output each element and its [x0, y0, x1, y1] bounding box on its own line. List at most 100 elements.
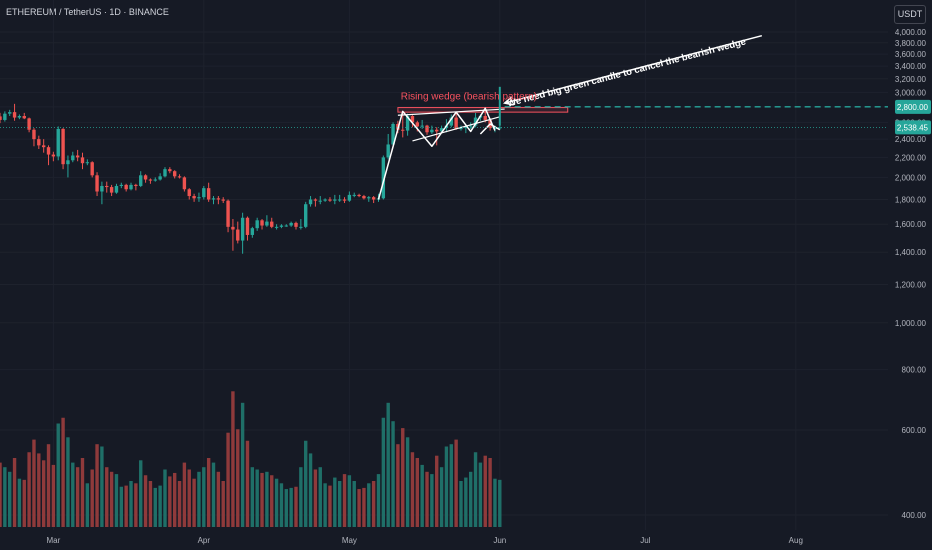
volume-bar [95, 444, 99, 527]
volume-bar [337, 481, 342, 527]
grid [0, 0, 888, 530]
volume-bar [333, 477, 337, 527]
price-label-text: 2,538.45 [897, 123, 929, 132]
candle-body [270, 221, 274, 227]
volume-bar [134, 483, 138, 527]
candle-body [56, 128, 60, 157]
wedge-annotation: Rising wedge (bearish pattern) [401, 92, 537, 103]
candle-body [202, 188, 206, 198]
candle-body [148, 179, 153, 181]
candle-body [153, 179, 157, 181]
volume-bar [80, 458, 85, 527]
candle-body [177, 176, 182, 178]
volume-bar [265, 471, 269, 527]
price-tick-label: 2,200.00 [895, 153, 927, 162]
candle-body [51, 154, 56, 157]
wedge-upper-line [397, 108, 505, 116]
candle-body [100, 185, 104, 192]
candle-body [46, 147, 51, 155]
volume-bar [347, 475, 352, 527]
candle-body [158, 176, 162, 180]
volume-bar [328, 485, 332, 527]
volume-bar [362, 487, 366, 527]
candle-body [328, 199, 332, 201]
candle-body [493, 128, 497, 130]
volume-bar [226, 432, 230, 527]
wedge-zigzag [377, 107, 496, 200]
volume-bar [488, 458, 492, 527]
price-tick-label: 400.00 [902, 511, 927, 520]
volume-bar [27, 452, 31, 527]
volume-bar [90, 469, 94, 527]
price-tick-label: 2,400.00 [895, 135, 927, 144]
volume-bar [216, 471, 221, 527]
volume-bar [444, 446, 449, 527]
volume-bar [323, 483, 327, 527]
volume-bar [342, 474, 347, 527]
volume-bar [299, 467, 303, 527]
volume-bar [17, 478, 22, 527]
candle-body [454, 117, 458, 129]
candle-body [216, 198, 221, 200]
candle-body [435, 129, 439, 132]
candle-body [318, 200, 322, 202]
candle-body [41, 145, 46, 148]
candle-body [231, 226, 235, 230]
candle-body [425, 125, 429, 133]
volume-bar [435, 455, 439, 527]
volume-bar [182, 462, 187, 527]
candle-body [439, 128, 444, 132]
volume-bar [129, 481, 133, 527]
volume-bar [163, 469, 167, 527]
volume-bar [255, 469, 259, 527]
volume-bar [376, 474, 381, 527]
candle-body [430, 129, 434, 133]
candle-body [109, 187, 114, 193]
candle-body [483, 116, 487, 120]
candle-body [352, 194, 356, 196]
candle-body [415, 122, 420, 127]
candle-body [333, 199, 337, 201]
candle-body [371, 197, 376, 200]
volume-bar [0, 462, 2, 527]
price-tick-label: 3,000.00 [895, 88, 927, 97]
volume-bar [289, 487, 293, 527]
drawings: We need big green candle to cancel the b… [0, 34, 888, 200]
candle-body [279, 225, 284, 227]
volume-bar [114, 474, 119, 527]
volume-bar [61, 417, 65, 527]
candle-body [32, 129, 36, 140]
volume-bar [430, 474, 434, 527]
volume-bar [148, 481, 153, 527]
currency-selector[interactable]: USDT [894, 5, 926, 24]
volume-bar [425, 471, 429, 527]
volume-bars [0, 391, 502, 527]
candle-body [17, 116, 22, 118]
price-tick-label: 2,000.00 [895, 173, 927, 182]
volume-bar [51, 464, 56, 527]
price-tick-label: 3,600.00 [895, 50, 927, 59]
volume-bar [396, 444, 400, 527]
candle-body [226, 200, 230, 227]
volume-bar [22, 479, 26, 527]
arrow-line [504, 34, 763, 104]
candle-body [381, 157, 386, 199]
volume-bar [274, 478, 279, 527]
candle-body [95, 175, 99, 192]
candle-body [85, 162, 90, 164]
candle-body [240, 217, 245, 241]
volume-bar [405, 437, 410, 527]
volume-bar [415, 458, 420, 527]
candle-body [236, 229, 240, 241]
price-label-text: 2,800.00 [897, 103, 929, 112]
volume-bar [420, 464, 424, 527]
volume-bar [498, 479, 502, 527]
price-tick-label: 3,400.00 [895, 62, 927, 71]
time-axis[interactable]: Mar Apr May Jun Jul Aug [46, 536, 802, 545]
price-tick-label: 1,400.00 [895, 248, 927, 257]
volume-bar [308, 453, 313, 527]
candle-body [105, 185, 109, 188]
candle-body [182, 177, 187, 190]
candle-body [304, 204, 308, 227]
